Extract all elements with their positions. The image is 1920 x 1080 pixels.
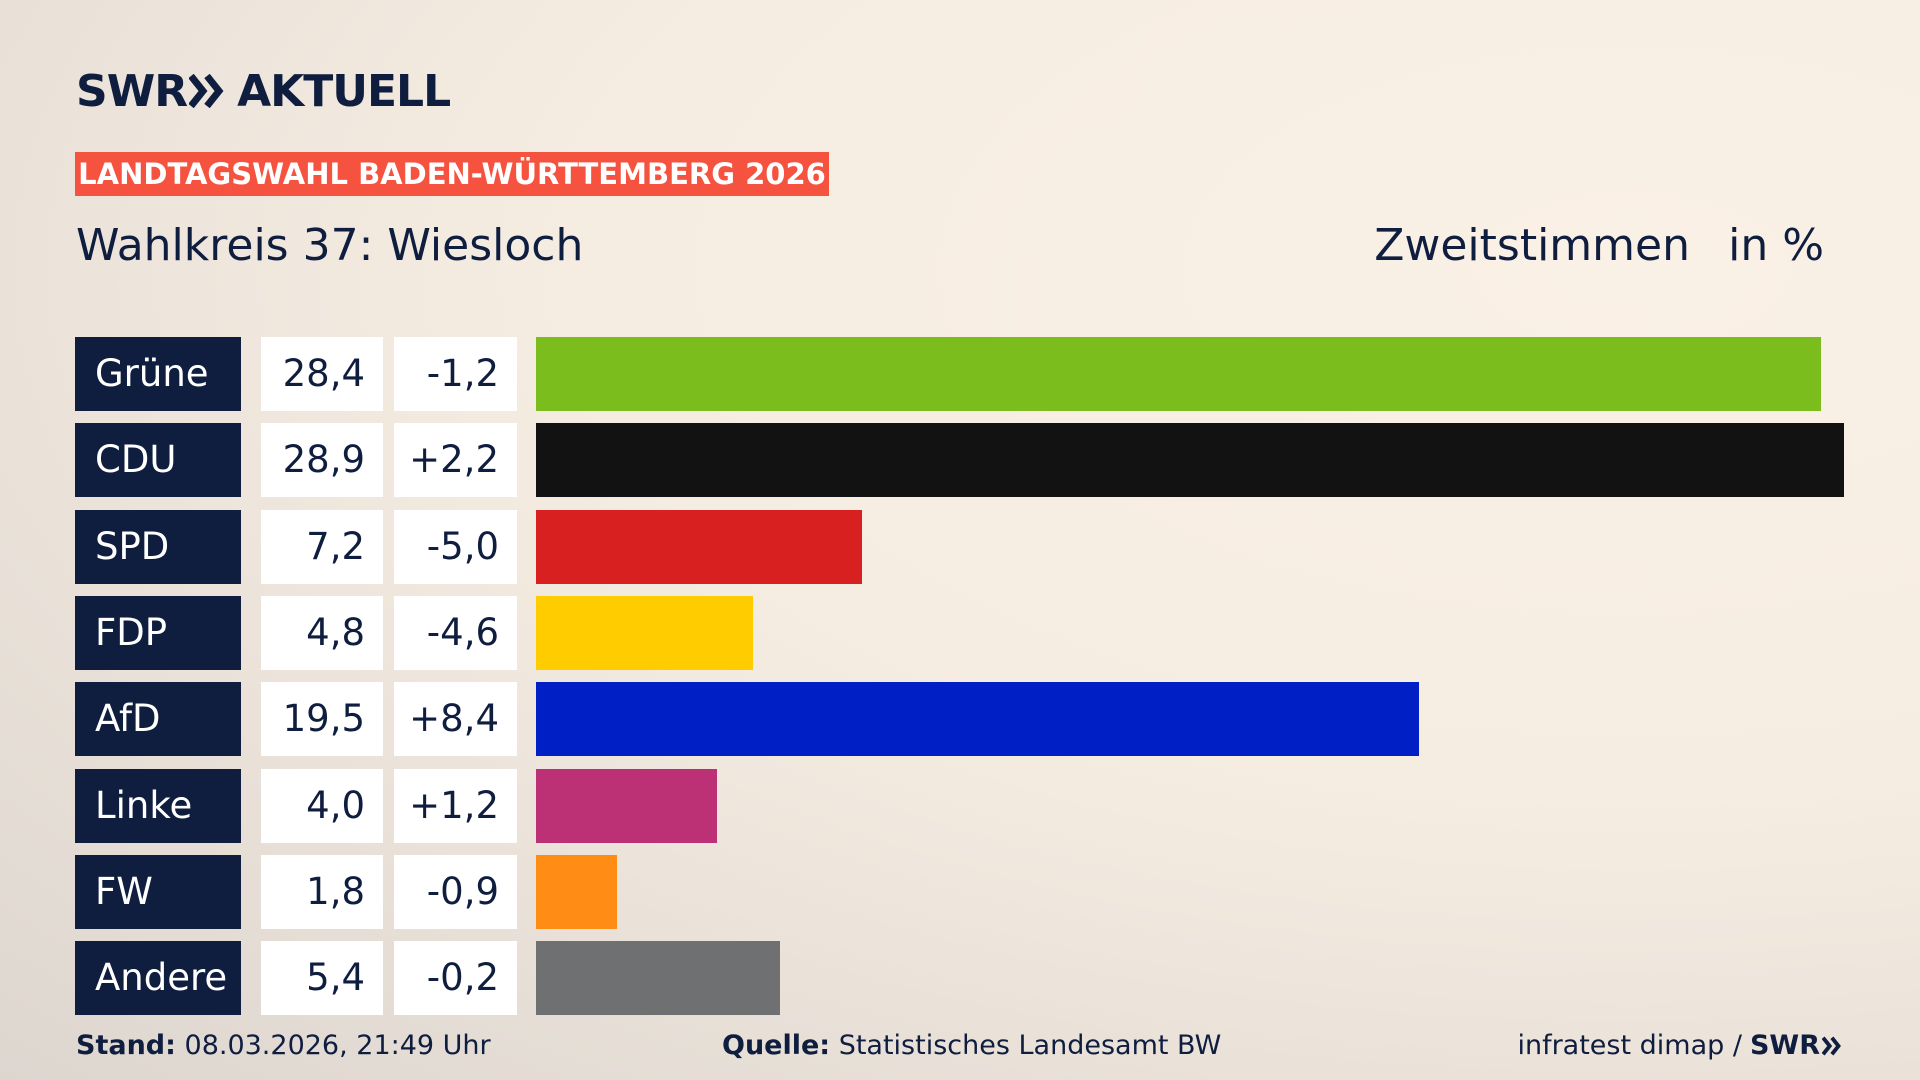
stand-label: Stand: <box>76 1030 176 1061</box>
credit-brand: SWR <box>1749 1030 1820 1061</box>
change-label: -5,0 <box>394 509 517 584</box>
logo-product: AKTUELL <box>237 65 451 117</box>
source-label: Quelle: <box>722 1030 831 1061</box>
change-label: -0,9 <box>394 854 517 929</box>
logo-brand: SWR <box>76 65 188 117</box>
unit: in % <box>1728 220 1824 271</box>
category-label: FW <box>75 854 241 929</box>
row: Andere 5,4 -0,2 <box>0 941 1920 1016</box>
value-label: 28,9 <box>261 423 383 498</box>
bar <box>536 854 618 929</box>
category-label: Grüne <box>75 337 241 411</box>
change-label: +1,2 <box>394 768 517 843</box>
row: CDU 28,9 +2,2 <box>0 423 1920 498</box>
value-label: 1,8 <box>261 854 383 929</box>
chart-title: Wahlkreis 37: Wiesloch <box>76 220 584 271</box>
row: FDP 4,8 -4,6 <box>0 595 1920 670</box>
value-label: 5,4 <box>261 941 383 1016</box>
category-label: Linke <box>75 768 241 843</box>
change-label: +2,2 <box>394 423 517 498</box>
bar <box>536 768 718 843</box>
credit-chevrons <box>1822 1036 1841 1055</box>
bar <box>536 337 1822 411</box>
footer-source: Quelle: Statistisches Landesamt BW <box>722 1030 1221 1061</box>
kicker: LANDTAGSWAHL BADEN-WÜRTTEMBERG 2026 <box>75 152 829 196</box>
category-label: AfD <box>75 682 241 757</box>
category-label: FDP <box>75 595 241 670</box>
bar <box>536 682 1419 757</box>
change-label: +8,4 <box>394 682 517 757</box>
change-label: -0,2 <box>394 941 517 1016</box>
category-label: SPD <box>75 509 241 584</box>
value-label: 19,5 <box>261 682 383 757</box>
row: SPD 7,2 -5,0 <box>0 509 1920 584</box>
logo-chevrons <box>189 74 224 108</box>
source: Statistisches Landesamt BW <box>838 1030 1222 1061</box>
bar <box>536 509 862 584</box>
row: Grüne 28,4 -1,2 <box>0 337 1920 411</box>
change-label: -1,2 <box>394 337 517 411</box>
value-label: 7,2 <box>261 509 383 584</box>
value-label: 4,8 <box>261 595 383 670</box>
change-label: -4,6 <box>394 595 517 670</box>
bar <box>536 941 781 1016</box>
footer-credit: infratest dimap / SWR <box>1517 1030 1844 1061</box>
measure: Zweitstimmen <box>1374 220 1690 271</box>
category-label: CDU <box>75 423 241 498</box>
row: FW 1,8 -0,9 <box>0 854 1920 929</box>
row: AfD 19,5 +8,4 <box>0 682 1920 757</box>
row: Linke 4,0 +1,2 <box>0 768 1920 843</box>
footer-stand: Stand: 08.03.2026, 21:49 Uhr <box>76 1030 491 1061</box>
bar <box>536 595 754 670</box>
logo: SWR AKTUELL <box>76 65 451 117</box>
value-label: 28,4 <box>261 337 383 411</box>
bar <box>536 423 1844 498</box>
credit: infratest dimap / <box>1517 1030 1742 1061</box>
stand: 08.03.2026, 21:49 Uhr <box>184 1030 491 1061</box>
category-label: Andere <box>75 941 241 1016</box>
value-label: 4,0 <box>261 768 383 843</box>
